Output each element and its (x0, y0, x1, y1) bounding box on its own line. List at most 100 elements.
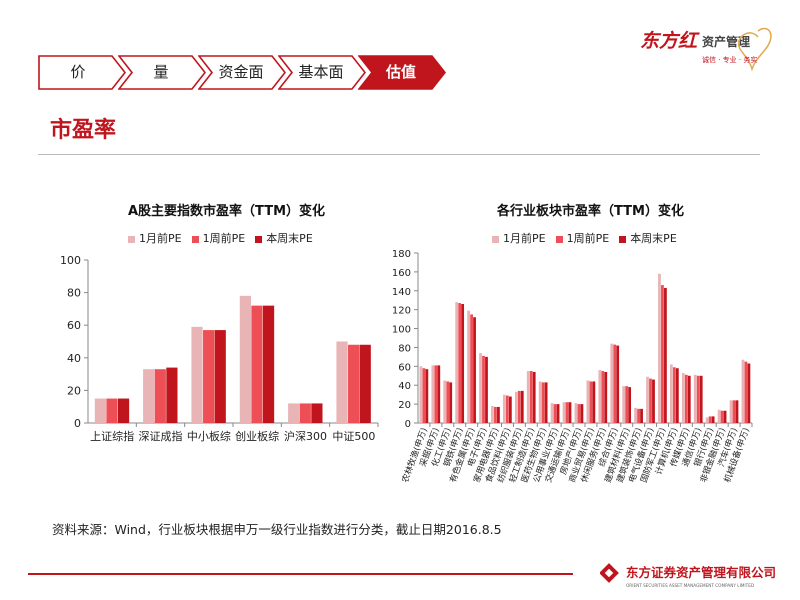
legend-swatch (619, 235, 627, 243)
bar (711, 416, 715, 423)
bar (720, 410, 724, 423)
y-tick-label: 100 (60, 254, 81, 267)
x-tick-label: 创业板综 (235, 429, 279, 443)
y-tick-label: 40 (67, 352, 81, 365)
bar (672, 367, 676, 423)
company-name-en: ORIENT SECURITIES ASSET MANAGEMENT COMPA… (626, 583, 754, 588)
bar (687, 375, 691, 423)
y-tick-label: 80 (398, 343, 411, 354)
bar (455, 302, 459, 423)
y-tick-label: 140 (392, 287, 411, 298)
bar (106, 398, 118, 423)
bar (497, 406, 500, 423)
legend-item: 1月前PE (492, 230, 546, 246)
chart-2-legend: 1月前PE 1周前PE 本周末PE (492, 230, 687, 246)
bar (708, 416, 712, 423)
bar (508, 396, 512, 423)
bar (562, 402, 566, 423)
bar (568, 402, 572, 423)
tab-2[interactable]: 量 (118, 55, 206, 90)
tab-label: 量 (153, 63, 169, 81)
y-tick-label: 180 (392, 249, 411, 260)
bar (741, 359, 745, 423)
bar (526, 371, 530, 423)
legend-swatch (255, 235, 263, 243)
bar (431, 365, 435, 423)
legend-item: 本周末PE (255, 230, 313, 246)
heart-icon (737, 27, 772, 72)
bar (262, 305, 275, 423)
y-tick-label: 160 (392, 268, 411, 279)
legend-item: 1月前PE (128, 230, 182, 246)
tab-4[interactable]: 基本面 (278, 55, 366, 90)
legend-swatch (555, 235, 563, 243)
tab-3[interactable]: 资金面 (198, 55, 286, 90)
bar (143, 369, 155, 423)
bar (311, 403, 323, 423)
bar (239, 295, 251, 423)
y-tick-label: 60 (67, 319, 81, 332)
bar (664, 287, 667, 423)
bar (637, 408, 640, 423)
x-tick-label: 中小板综 (187, 429, 231, 443)
bar (661, 285, 664, 423)
bar (203, 330, 215, 423)
bar (696, 375, 700, 423)
bar (473, 317, 476, 423)
bar (592, 381, 596, 423)
bar (458, 303, 462, 423)
bar (652, 379, 655, 423)
x-tick-label: 上证综指 (90, 429, 134, 443)
bar (446, 381, 450, 423)
bar (359, 344, 371, 423)
bar (705, 417, 709, 423)
bar (732, 400, 736, 423)
bar (443, 380, 447, 423)
brand-logo-slogan: 诚信 · 专业 · 务实 (702, 55, 757, 64)
brand-logo-bottom: 东方证券资产管理有限公司 ORIENT SECURITIES ASSET MAN… (599, 558, 790, 592)
bar (479, 353, 482, 423)
bar (288, 403, 300, 423)
bar (669, 364, 673, 423)
bar (449, 382, 453, 423)
y-tick-label: 120 (392, 306, 411, 317)
bar (598, 370, 602, 423)
bar (520, 390, 524, 423)
bar (470, 314, 473, 423)
bar (485, 356, 488, 423)
bar (166, 367, 178, 423)
bar (117, 398, 130, 423)
legend-label: 1周前PE (202, 232, 246, 245)
bar (538, 381, 542, 423)
source-note: 资料来源：Wind，行业板块根据申万一级行业指数进行分类，截止日期2016.8.… (52, 522, 502, 537)
y-tick-label: 40 (398, 381, 411, 392)
bar (550, 403, 554, 423)
legend-label: 1月前PE (139, 232, 182, 245)
bar (616, 345, 620, 423)
company-emblem-icon (599, 563, 619, 583)
y-tick-label: 0 (74, 417, 81, 430)
legend-label: 1周前PE (566, 232, 610, 245)
chart-1: 0 20 40 60 80 100 上证综指 深证成指 中小板综 创业板综 沪深300 中证500 (60, 254, 379, 443)
bar (613, 344, 617, 423)
tab-5[interactable]: 估值 (358, 55, 446, 90)
y-tick-label: 100 (392, 325, 411, 336)
bar (514, 391, 518, 423)
bar (502, 394, 506, 423)
y-tick-label: 0 (405, 419, 411, 430)
legend-swatch (492, 235, 499, 243)
bar (556, 404, 560, 423)
bar (723, 410, 727, 423)
nav-tabs: 价 量 资金面 基本面 估值 (38, 55, 446, 90)
bar (699, 375, 703, 423)
chart-2-title: 各行业板块市盈率（TTM）变化 (497, 204, 684, 219)
x-tick-label: 中证500 (332, 430, 375, 443)
legend-item: 本周末PE (619, 230, 677, 246)
tab-1[interactable]: 价 (38, 55, 126, 90)
bar (94, 398, 106, 423)
tab-label: 估值 (385, 63, 416, 81)
bar (610, 343, 614, 423)
bar (649, 378, 652, 423)
bar (580, 404, 584, 423)
